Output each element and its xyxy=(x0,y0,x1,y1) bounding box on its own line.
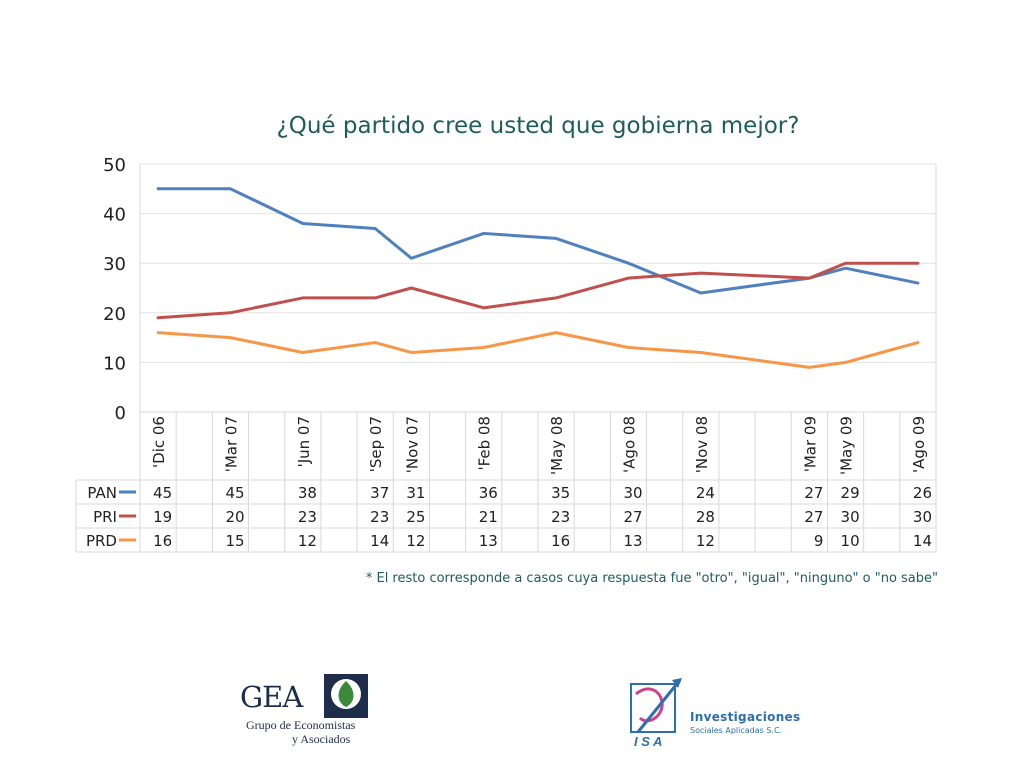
data-label: 21 xyxy=(479,508,498,526)
footnote: * El resto corresponde a casos cuya resp… xyxy=(365,571,938,586)
data-label: 27 xyxy=(804,508,823,526)
data-label: 14 xyxy=(913,532,932,550)
isa-emblem-icon: I S A xyxy=(630,678,682,748)
series-line-prd xyxy=(156,331,920,369)
data-label: 30 xyxy=(841,508,860,526)
data-label: 45 xyxy=(225,484,244,502)
x-tick-label: 'Nov 08 xyxy=(693,416,711,473)
y-tick-label: 10 xyxy=(103,353,126,374)
data-label: 25 xyxy=(406,508,425,526)
data-label: 15 xyxy=(225,532,244,550)
y-tick-label: 50 xyxy=(103,155,126,176)
y-tick-label: 30 xyxy=(103,254,126,275)
data-label: 13 xyxy=(479,532,498,550)
data-label: 9 xyxy=(814,532,824,550)
legend-label-prd: PRD xyxy=(86,532,117,550)
isa-logo-line2: Sociales Aplicadas S.C. xyxy=(690,726,783,735)
x-tick-label: 'Mar 07 xyxy=(222,416,240,472)
chart-title: ¿Qué partido cree usted que gobierna mej… xyxy=(276,113,800,139)
y-tick-label: 40 xyxy=(103,205,126,226)
data-label: 24 xyxy=(696,484,715,502)
data-label: 12 xyxy=(406,532,425,550)
x-tick-label: 'Feb 08 xyxy=(476,416,494,471)
data-label: 31 xyxy=(406,484,425,502)
data-label: 20 xyxy=(225,508,244,526)
data-label: 14 xyxy=(370,532,389,550)
data-label: 16 xyxy=(153,532,172,550)
data-label: 13 xyxy=(623,532,642,550)
data-label: 23 xyxy=(298,508,317,526)
data-label: 28 xyxy=(696,508,715,526)
isa-logo: I S A Investigaciones Sociales Aplicadas… xyxy=(628,676,801,752)
series-line-pri xyxy=(156,261,920,320)
x-tick-label: 'Ago 09 xyxy=(910,416,928,473)
gea-logo: GEA Grupo de Economistas y Asociados xyxy=(240,672,375,752)
data-label: 45 xyxy=(153,484,172,502)
x-tick-label: 'Mar 09 xyxy=(801,416,819,472)
x-tick-label: 'Jun 07 xyxy=(295,416,313,467)
gea-logo-line1: Grupo de Economistas xyxy=(246,718,356,732)
data-label: 19 xyxy=(153,508,172,526)
gea-emblem-icon xyxy=(324,674,368,718)
data-label: 37 xyxy=(370,484,389,502)
x-tick-label: 'Nov 07 xyxy=(403,416,421,473)
x-tick-label: 'May 09 xyxy=(838,416,856,475)
x-tick-label: 'May 08 xyxy=(548,416,566,475)
legend-label-pan: PAN xyxy=(87,484,117,502)
gea-logo-mark: GEA xyxy=(240,680,303,714)
data-label: 27 xyxy=(804,484,823,502)
gea-logo-line2: y Asociados xyxy=(292,732,351,746)
x-tick-label: 'Ago 08 xyxy=(620,416,638,473)
data-label: 23 xyxy=(370,508,389,526)
svg-text:I S A: I S A xyxy=(634,734,662,748)
plot-area xyxy=(139,163,937,413)
y-tick-label: 0 xyxy=(115,403,126,424)
data-label: 16 xyxy=(551,532,570,550)
data-label: 38 xyxy=(298,484,317,502)
y-tick-label: 20 xyxy=(103,304,126,325)
isa-logo-line1: Investigaciones xyxy=(690,710,801,724)
data-label: 10 xyxy=(841,532,860,550)
data-label: 30 xyxy=(623,484,642,502)
data-label: 12 xyxy=(298,532,317,550)
legend-label-pri: PRI xyxy=(93,508,117,526)
data-label: 30 xyxy=(913,508,932,526)
data-label: 12 xyxy=(696,532,715,550)
data-label: 36 xyxy=(479,484,498,502)
x-tick-label: 'Sep 07 xyxy=(367,416,385,472)
data-label: 27 xyxy=(623,508,642,526)
data-label: 35 xyxy=(551,484,570,502)
data-label: 26 xyxy=(913,484,932,502)
data-label: 29 xyxy=(841,484,860,502)
data-label: 23 xyxy=(551,508,570,526)
x-tick-label: 'Dic 06 xyxy=(150,416,168,468)
